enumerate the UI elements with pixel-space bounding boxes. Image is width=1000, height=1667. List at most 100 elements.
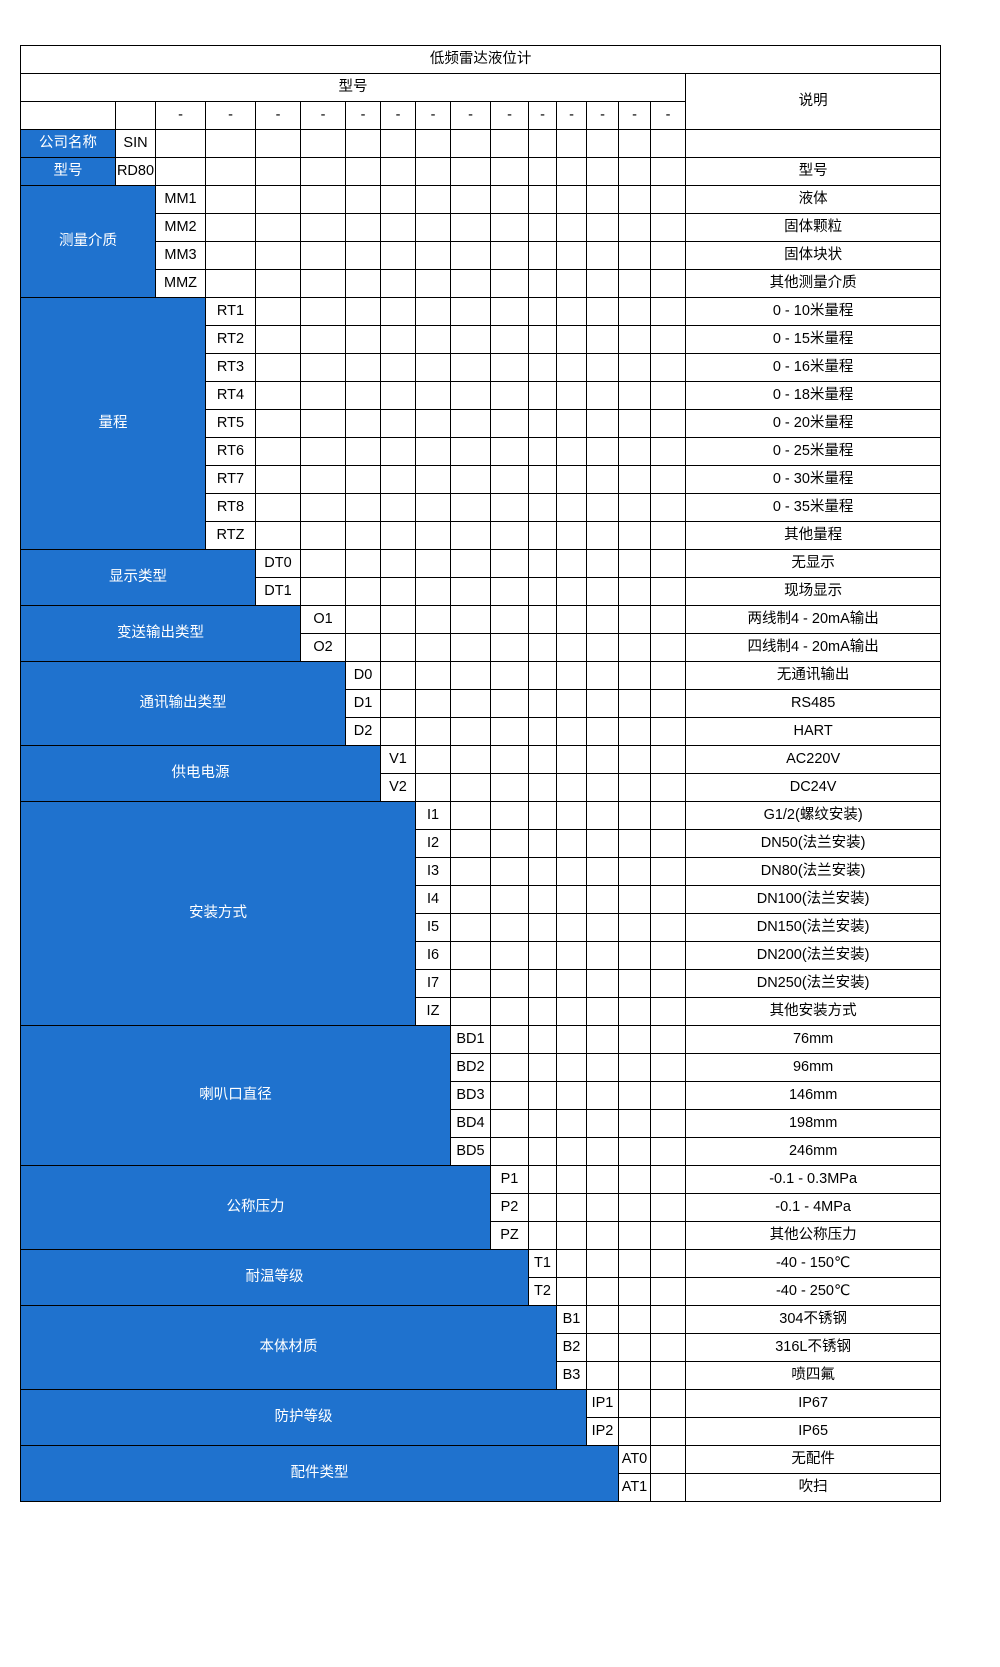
empty-cell	[556, 1109, 587, 1138]
empty-cell	[556, 773, 587, 802]
empty-cell	[345, 633, 381, 662]
table-row: BD2 96mm	[21, 1053, 942, 1082]
empty-cell	[586, 409, 619, 438]
empty-cell	[618, 409, 651, 438]
empty-cell	[380, 661, 416, 690]
empty-cell	[650, 661, 686, 690]
empty-cell	[556, 1221, 587, 1250]
empty-cell	[650, 941, 686, 970]
empty-cell	[450, 465, 491, 494]
description-cell-5-1: 四线制4 - 20mA输出	[684, 633, 942, 662]
empty-cell	[556, 1025, 587, 1054]
code-cell-6-0: D0	[345, 661, 381, 690]
empty-cell	[450, 941, 491, 970]
group-label-14: 配件类型	[20, 1445, 619, 1502]
empty-cell	[528, 521, 557, 550]
empty-cell	[450, 185, 491, 214]
empty-cell	[650, 157, 686, 186]
code-cell-8-4: I5	[415, 913, 451, 942]
table-row: RT2 0 - 15米量程	[21, 325, 942, 354]
empty-cell	[300, 325, 346, 354]
empty-cell	[345, 185, 381, 214]
empty-cell	[528, 381, 557, 410]
empty-cell	[650, 241, 686, 270]
empty-cell	[380, 297, 416, 326]
table-row: I4 DN100(法兰安装)	[21, 885, 942, 914]
empty-cell	[345, 381, 381, 410]
dash-cell-4: -	[205, 101, 256, 130]
empty-cell	[528, 1221, 557, 1250]
group-label-10: 公称压力	[20, 1165, 491, 1250]
model-group-header: 型号	[20, 73, 686, 102]
empty-cell	[556, 1277, 587, 1306]
empty-cell	[380, 689, 416, 718]
empty-cell	[528, 465, 557, 494]
empty-cell	[556, 633, 587, 662]
empty-cell	[415, 661, 451, 690]
empty-cell	[380, 325, 416, 354]
empty-cell	[618, 157, 651, 186]
empty-cell	[450, 689, 491, 718]
group-label-11: 耐温等级	[20, 1249, 529, 1306]
empty-cell	[380, 241, 416, 270]
dash-cell-1	[20, 101, 116, 130]
empty-cell	[618, 969, 651, 998]
empty-cell	[556, 829, 587, 858]
empty-cell	[450, 745, 491, 774]
description-cell-3-0: 0 - 10米量程	[684, 297, 942, 326]
empty-cell	[155, 129, 206, 158]
empty-cell	[528, 1193, 557, 1222]
code-cell-2-0: MM1	[155, 185, 206, 214]
empty-cell	[450, 493, 491, 522]
empty-cell	[586, 1193, 619, 1222]
empty-cell	[450, 829, 491, 858]
empty-cell	[345, 437, 381, 466]
dash-cell-3: -	[155, 101, 206, 130]
code-cell-10-2: PZ	[490, 1221, 529, 1250]
empty-cell	[380, 353, 416, 382]
empty-cell	[650, 1221, 686, 1250]
description-cell-3-7: 0 - 35米量程	[684, 493, 942, 522]
empty-cell	[586, 549, 619, 578]
empty-cell	[586, 689, 619, 718]
description-cell-9-2: 146mm	[684, 1081, 942, 1110]
description-cell-13-1: IP65	[684, 1417, 942, 1446]
description-cell-10-1: -0.1 - 4MPa	[684, 1193, 942, 1222]
description-cell-2-0: 液体	[684, 185, 942, 214]
empty-cell	[490, 185, 529, 214]
code-cell-7-0: V1	[380, 745, 416, 774]
dash-cell-2	[115, 101, 156, 130]
table-row: 变送输出类型 O1 两线制4 - 20mA输出	[20, 605, 942, 662]
empty-cell	[450, 381, 491, 410]
code-cell-13-0: IP1	[586, 1389, 619, 1418]
empty-cell	[380, 269, 416, 298]
description-cell-11-1: -40 - 250℃	[684, 1277, 942, 1306]
empty-cell	[450, 577, 491, 606]
table-row: I6 DN200(法兰安装)	[21, 941, 942, 970]
code-cell-5-0: O1	[300, 605, 346, 634]
description-cell-8-5: DN200(法兰安装)	[684, 941, 942, 970]
code-cell-8-5: I6	[415, 941, 451, 970]
empty-cell	[300, 297, 346, 326]
empty-cell	[345, 605, 381, 634]
empty-cell	[586, 1109, 619, 1138]
code-cell-8-2: I3	[415, 857, 451, 886]
empty-cell	[255, 325, 301, 354]
empty-cell	[586, 493, 619, 522]
empty-cell	[528, 997, 557, 1026]
empty-cell	[528, 437, 557, 466]
empty-cell	[650, 577, 686, 606]
empty-cell	[490, 269, 529, 298]
dash-row: --------------	[20, 101, 941, 130]
empty-cell	[345, 269, 381, 298]
description-cell-9-1: 96mm	[684, 1053, 942, 1082]
empty-cell	[255, 185, 301, 214]
empty-cell	[556, 661, 587, 690]
empty-cell	[490, 633, 529, 662]
empty-cell	[450, 297, 491, 326]
code-cell-0-0: SIN	[115, 129, 156, 158]
empty-cell	[618, 717, 651, 746]
empty-cell	[490, 1109, 529, 1138]
empty-cell	[586, 661, 619, 690]
empty-cell	[650, 829, 686, 858]
